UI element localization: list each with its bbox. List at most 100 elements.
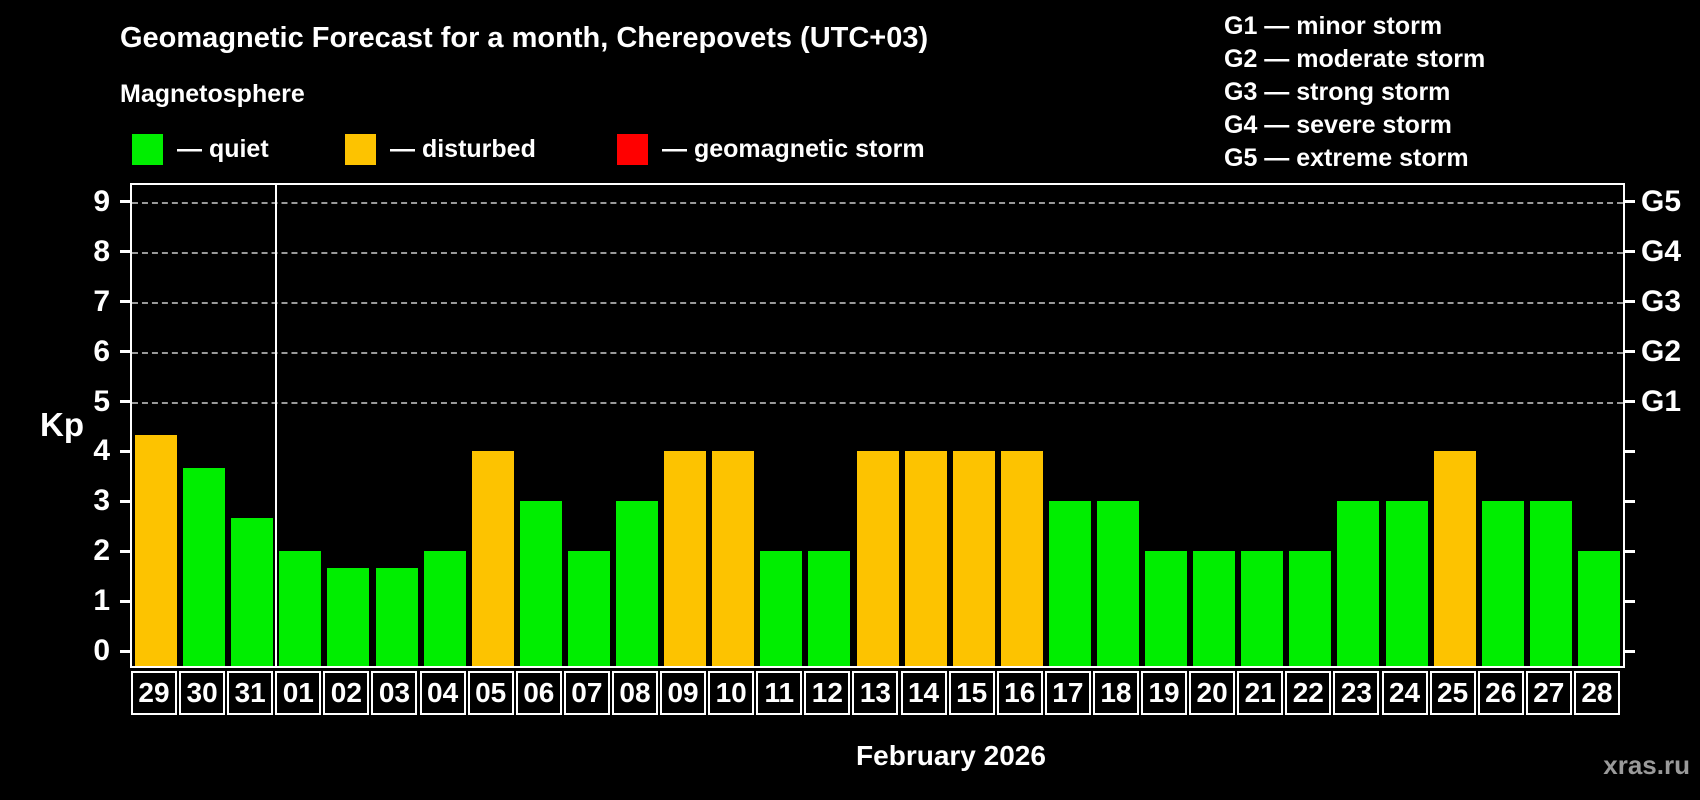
bar-day-25	[1433, 451, 1476, 666]
disturbed-color-swatch	[345, 133, 376, 165]
bar-day-21	[1241, 551, 1284, 666]
bar-day-27	[1529, 501, 1572, 666]
bar-day-14	[904, 451, 947, 666]
y-tick-label-2: 2	[93, 534, 110, 568]
day-label-05: 05	[467, 671, 514, 715]
y-tick-mark-right-0	[1625, 649, 1635, 653]
g-legend-line-g2: G2 — moderate storm	[1224, 45, 1486, 73]
y-tick-label-9: 9	[93, 184, 110, 218]
y-tick-mark-right-1	[1625, 599, 1635, 603]
y-tick-mark-right-4	[1625, 449, 1635, 453]
day-label-18: 18	[1092, 671, 1139, 715]
day-label-10: 10	[708, 671, 755, 715]
y-tick-mark-left-8	[120, 250, 130, 254]
day-label-22: 22	[1285, 671, 1332, 715]
y-tick-label-5: 5	[93, 384, 110, 418]
legend-item-storm: — geomagnetic storm	[617, 132, 925, 166]
bar-day-17	[1048, 501, 1091, 666]
day-label-17: 17	[1044, 671, 1091, 715]
bar-day-20	[1193, 551, 1236, 666]
y-tick-mark-right-6	[1625, 350, 1635, 354]
gridline-kp7	[132, 301, 1623, 304]
chart-title: Geomagnetic Forecast for a month, Cherep…	[120, 22, 929, 54]
gridline-kp6	[132, 351, 1623, 354]
watermark: xras.ru	[1603, 750, 1690, 780]
bar-day-15	[952, 451, 995, 666]
y-tick-mark-left-2	[120, 549, 130, 553]
y-tick-mark-left-1	[120, 599, 130, 603]
day-label-14: 14	[900, 671, 947, 715]
y-tick-mark-right-9	[1625, 200, 1635, 204]
y-axis-title: Kp	[40, 406, 84, 443]
bar-day-07	[567, 551, 610, 666]
day-label-29: 29	[131, 671, 177, 715]
bar-day-12	[808, 551, 851, 666]
y-tick-mark-right-8	[1625, 250, 1635, 254]
g-legend-line-g3: G3 — strong storm	[1224, 78, 1451, 106]
y-tick-mark-left-5	[120, 400, 130, 403]
bar-day-18	[1096, 501, 1139, 666]
bar-day-11	[760, 551, 803, 666]
day-label-19: 19	[1141, 671, 1188, 715]
bar-day-23	[1337, 501, 1380, 666]
legend-label-quiet: — quiet	[177, 134, 269, 163]
y-tick-label-8: 8	[93, 234, 110, 268]
quiet-color-swatch	[132, 133, 163, 165]
y-tick-mark-left-9	[120, 200, 130, 204]
right-axis-label-G3: G3	[1641, 284, 1682, 318]
storm-color-swatch	[617, 133, 648, 165]
y-tick-mark-right-2	[1625, 549, 1635, 553]
day-label-02: 02	[323, 671, 370, 715]
day-label-13: 13	[852, 671, 899, 715]
day-label-09: 09	[660, 671, 707, 715]
y-tick-label-3: 3	[93, 484, 110, 518]
y-tick-label-1: 1	[93, 584, 110, 618]
day-label-15: 15	[948, 671, 995, 715]
bar-day-30	[183, 467, 226, 666]
y-tick-mark-left-4	[120, 449, 130, 453]
day-label-28: 28	[1573, 671, 1620, 715]
right-axis-label-G1: G1	[1641, 384, 1682, 418]
g-legend-line-g1: G1 — minor storm	[1224, 12, 1443, 40]
bar-day-19	[1145, 551, 1188, 666]
bar-day-31	[231, 517, 274, 666]
g-legend-line-g4: G4 — severe storm	[1224, 111, 1452, 139]
y-tick-label-4: 4	[93, 434, 110, 468]
chart-subtitle: Magnetosphere	[120, 80, 305, 108]
day-label-31: 31	[227, 671, 274, 715]
bar-day-22	[1289, 551, 1332, 666]
y-tick-mark-left-7	[120, 300, 130, 304]
bar-day-28	[1577, 551, 1620, 666]
gridline-kp8	[132, 251, 1623, 254]
plot-area	[130, 183, 1625, 668]
day-label-27: 27	[1525, 671, 1572, 715]
legend-label-disturbed: — disturbed	[390, 134, 536, 163]
right-axis-label-G2: G2	[1641, 334, 1682, 368]
y-tick-mark-right-3	[1625, 499, 1635, 503]
bar-day-09	[664, 451, 707, 666]
bar-day-04	[423, 551, 466, 666]
right-axis-label-G4: G4	[1641, 234, 1682, 268]
bar-day-16	[1000, 451, 1043, 666]
bar-day-08	[616, 501, 659, 666]
day-label-16: 16	[996, 671, 1043, 715]
day-label-08: 08	[611, 671, 658, 715]
g-scale-legend: G1 — minor storm G2 — moderate storm G3 …	[1224, 10, 1485, 175]
bar-day-13	[856, 451, 899, 666]
bar-day-29	[135, 434, 178, 666]
y-tick-mark-left-6	[120, 350, 130, 354]
day-label-20: 20	[1189, 671, 1236, 715]
day-label-03: 03	[371, 671, 418, 715]
day-label-01: 01	[275, 671, 322, 715]
bar-day-24	[1385, 501, 1428, 666]
day-label-row: 29 30 31 01 02 03 04 05 06 07 08 09 10 11 12 13 14 15 16 17…	[130, 671, 1625, 716]
bar-day-06	[519, 501, 562, 666]
legend-label-storm: — geomagnetic storm	[662, 134, 925, 163]
bar-day-10	[712, 451, 755, 666]
right-axis-label-G5: G5	[1641, 184, 1682, 218]
day-label-25: 25	[1429, 671, 1476, 715]
bar-day-26	[1481, 501, 1524, 666]
day-label-24: 24	[1381, 671, 1428, 715]
day-label-21: 21	[1237, 671, 1284, 715]
gridline-kp5	[132, 401, 1623, 404]
